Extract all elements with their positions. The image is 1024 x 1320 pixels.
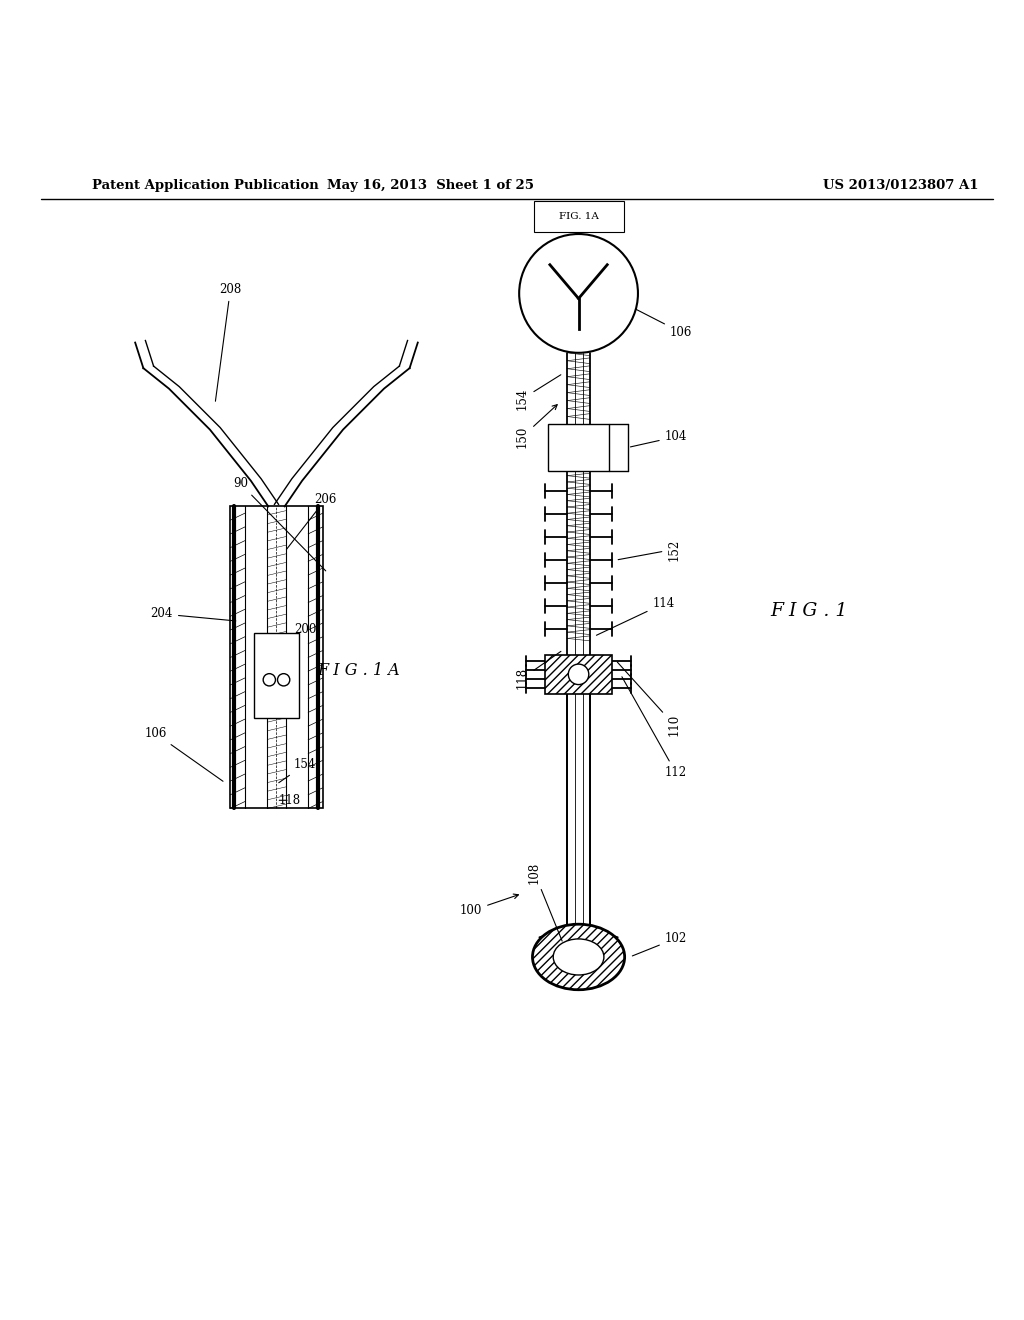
FancyBboxPatch shape bbox=[534, 201, 624, 232]
Text: 208: 208 bbox=[215, 282, 242, 401]
Text: 114: 114 bbox=[596, 597, 675, 635]
Text: 106: 106 bbox=[144, 727, 223, 781]
Text: 200: 200 bbox=[280, 623, 316, 673]
Text: May 16, 2013  Sheet 1 of 25: May 16, 2013 Sheet 1 of 25 bbox=[327, 180, 534, 193]
Circle shape bbox=[263, 673, 275, 686]
Text: 104: 104 bbox=[631, 430, 687, 447]
Circle shape bbox=[278, 673, 290, 686]
Text: 152: 152 bbox=[618, 539, 680, 561]
Text: Patent Application Publication: Patent Application Publication bbox=[92, 180, 318, 193]
Text: 118: 118 bbox=[279, 793, 301, 807]
Text: 150: 150 bbox=[516, 405, 557, 447]
Text: F I G . 1: F I G . 1 bbox=[770, 602, 848, 620]
Bar bbox=[230, 507, 323, 808]
Ellipse shape bbox=[553, 939, 604, 975]
Bar bbox=[548, 425, 609, 470]
Text: 110: 110 bbox=[617, 663, 680, 735]
Text: 118: 118 bbox=[516, 651, 561, 689]
Text: 112: 112 bbox=[622, 677, 687, 779]
Text: F I G . 1 A: F I G . 1 A bbox=[317, 661, 399, 678]
Text: 204: 204 bbox=[151, 607, 236, 620]
Text: 100: 100 bbox=[460, 894, 518, 917]
Text: FIG. 1A: FIG. 1A bbox=[559, 213, 598, 222]
Text: 106: 106 bbox=[597, 289, 692, 339]
Bar bbox=[545, 655, 612, 694]
Text: US 2013/0123807 A1: US 2013/0123807 A1 bbox=[823, 180, 979, 193]
Text: 108: 108 bbox=[528, 862, 562, 941]
Text: 154: 154 bbox=[279, 758, 316, 783]
Text: 206: 206 bbox=[287, 492, 337, 549]
Bar bbox=[254, 634, 299, 718]
Ellipse shape bbox=[532, 924, 625, 990]
Text: 154: 154 bbox=[516, 375, 561, 411]
Text: 90: 90 bbox=[233, 478, 326, 570]
Text: 102: 102 bbox=[633, 932, 687, 956]
Circle shape bbox=[519, 234, 638, 352]
Circle shape bbox=[568, 664, 589, 685]
